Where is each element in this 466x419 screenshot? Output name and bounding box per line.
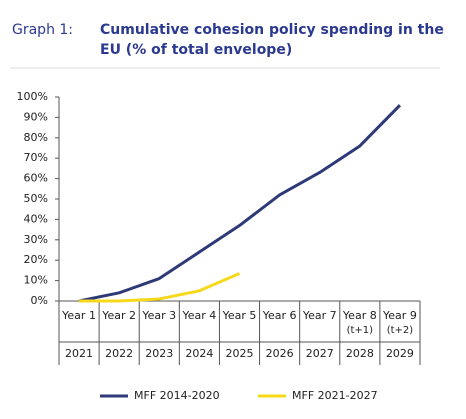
- year-label: 2024: [185, 347, 213, 360]
- x-tick-sublabel: (t+2): [387, 325, 414, 336]
- series-line: [78, 104, 402, 303]
- x-tick-label: Year 3: [141, 309, 176, 322]
- y-tick-label: 100%: [17, 90, 48, 103]
- series-line: [79, 272, 241, 303]
- x-tick-label: Year 4: [181, 309, 216, 322]
- year-label: 2021: [65, 347, 93, 360]
- y-tick-label: 70%: [24, 151, 48, 164]
- chart-title: Cumulative cohesion policy spending in t…: [100, 22, 444, 38]
- y-tick-label: 80%: [24, 131, 48, 144]
- year-label: 2026: [266, 347, 294, 360]
- y-tick-label: 50%: [24, 192, 48, 205]
- year-label: 2022: [105, 347, 133, 360]
- y-tick-label: 90%: [24, 110, 48, 123]
- legend-label: MFF 2021-2027: [292, 389, 378, 402]
- year-label: 2028: [346, 347, 374, 360]
- legend-label: MFF 2014-2020: [134, 389, 220, 402]
- x-tick-label: Year 7: [302, 309, 337, 322]
- y-tick-label: 40%: [24, 212, 48, 225]
- chart-title: EU (% of total envelope): [100, 42, 292, 58]
- y-tick-label: 10%: [24, 274, 48, 287]
- year-label: 2025: [226, 347, 254, 360]
- year-label: 2029: [386, 347, 414, 360]
- x-tick-label: Year 8: [342, 309, 377, 322]
- x-tick-sublabel: (t+1): [347, 325, 374, 336]
- graph-label: Graph 1:: [12, 22, 73, 38]
- x-tick-label: Year 1: [61, 309, 96, 322]
- year-label: 2023: [145, 347, 173, 360]
- x-tick-label: Year 9: [382, 309, 417, 322]
- year-label: 2027: [306, 347, 334, 360]
- x-tick-label: Year 5: [222, 309, 257, 322]
- y-tick-label: 20%: [24, 253, 48, 266]
- y-tick-label: 60%: [24, 172, 48, 185]
- y-tick-label: 0%: [31, 294, 48, 307]
- x-tick-label: Year 6: [262, 309, 297, 322]
- y-tick-label: 30%: [24, 233, 48, 246]
- x-tick-label: Year 2: [101, 309, 136, 322]
